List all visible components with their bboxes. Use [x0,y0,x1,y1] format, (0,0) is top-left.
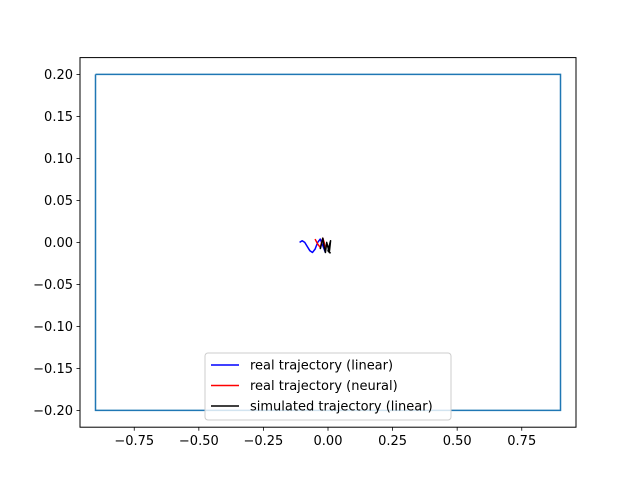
y-tick-label: 0.10 [44,152,73,167]
legend-label-2: simulated trajectory (linear) [250,400,433,415]
legend: real trajectory (linear) real trajectory … [204,352,452,421]
series-line-0 [299,238,327,254]
y-tick-label: −0.10 [33,320,73,335]
y-tick-label: 0.00 [44,236,73,251]
y-axis: 0.20 0.15 0.10 0.05 0.00 −0.05 −0.10 −0.15 −0.20 [33,68,80,419]
plot-lines [94,73,562,412]
legend-label-0: real trajectory (linear) [250,359,393,374]
x-tick-label: 0.00 [314,434,343,449]
y-tick-label: −0.05 [33,278,73,293]
x-tick-label: −0.50 [179,434,219,449]
x-tick-label: 0.25 [378,434,407,449]
boundary-rectangle [94,73,562,412]
x-tick-label: 0.50 [443,434,472,449]
y-tick-label: −0.20 [33,404,73,419]
x-tick-label: 0.75 [507,434,536,449]
y-tick-label: 0.15 [44,110,73,125]
legend-box [204,352,452,421]
x-tick-label: −0.25 [243,434,283,449]
y-tick-label: 0.05 [44,194,73,209]
y-tick-label: 0.20 [44,68,73,83]
y-tick-label: −0.15 [33,362,73,377]
legend-label-1: real trajectory (neural) [250,379,398,394]
x-tick-label: −0.75 [114,434,154,449]
series-line-2 [319,237,332,254]
x-axis: −0.75 −0.50 −0.25 0.00 0.25 0.50 0.75 [114,427,536,449]
